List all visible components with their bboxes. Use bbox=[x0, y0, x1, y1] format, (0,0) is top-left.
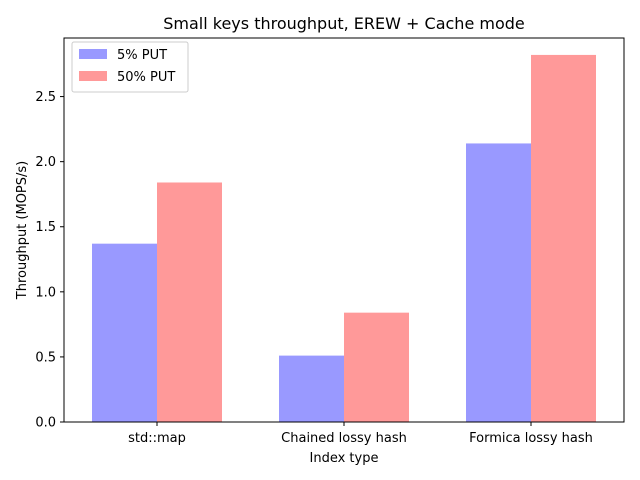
y-tick-label: 1.0 bbox=[35, 285, 56, 300]
bar-series1-cat2 bbox=[531, 54, 596, 423]
legend: 5% PUT 50% PUT bbox=[71, 41, 189, 93]
y-tick-label: 2.5 bbox=[35, 90, 56, 105]
legend-swatch-5pct-put bbox=[79, 49, 107, 59]
y-axis-label: Throughput (MOPS/s) bbox=[15, 161, 30, 300]
x-tick-label: Formica lossy hash bbox=[469, 431, 593, 446]
bar-series1-cat0 bbox=[157, 182, 222, 422]
x-axis-label: Index type bbox=[310, 451, 379, 466]
bar-series1-cat1 bbox=[344, 312, 409, 422]
y-axis: 0.0 0.5 1.0 1.5 2.0 2.5 bbox=[35, 90, 64, 431]
chart-title: Small keys throughput, EREW + Cache mode bbox=[163, 14, 525, 33]
y-tick-label: 1.5 bbox=[35, 220, 56, 235]
bar-series0-cat2 bbox=[466, 143, 531, 422]
legend-swatch-50pct-put bbox=[79, 71, 107, 81]
x-tick-label: Chained lossy hash bbox=[281, 431, 407, 446]
legend-label-5pct-put: 5% PUT bbox=[117, 48, 167, 63]
y-tick-label: 2.0 bbox=[35, 155, 56, 170]
x-axis: std::map Chained lossy hash Formica lossy … bbox=[128, 422, 593, 446]
bar-series0-cat1 bbox=[279, 355, 344, 422]
bars-layer bbox=[92, 54, 596, 423]
y-tick-label: 0.0 bbox=[35, 416, 56, 431]
x-tick-label: std::map bbox=[128, 431, 186, 446]
legend-label-50pct-put: 50% PUT bbox=[117, 70, 175, 85]
y-tick-label: 0.5 bbox=[35, 350, 56, 365]
bar-series0-cat0 bbox=[92, 243, 157, 422]
